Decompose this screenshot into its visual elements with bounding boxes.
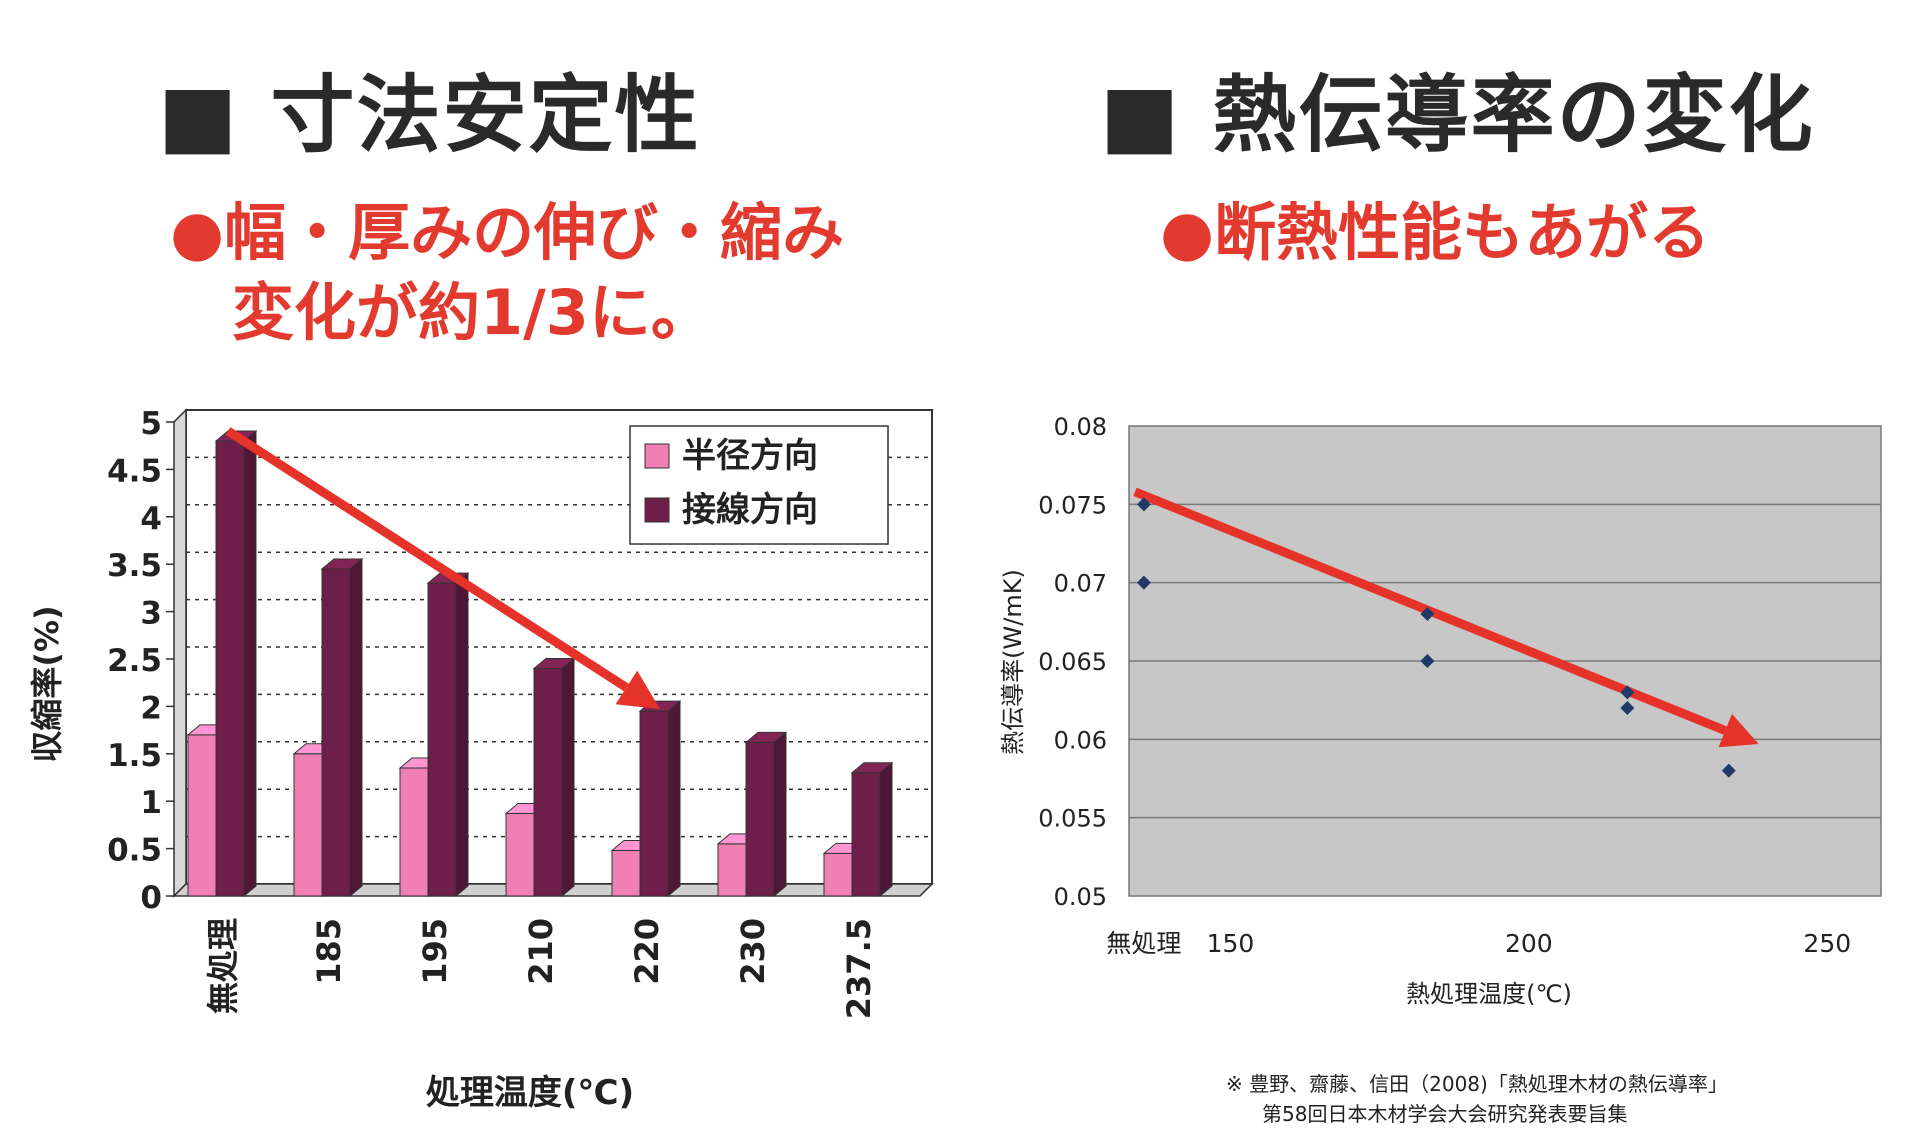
bar-side: [455, 572, 469, 898]
y-tick-label: 1: [140, 785, 162, 821]
bar-side: [561, 657, 575, 898]
x-tick-label: 185: [310, 918, 348, 985]
bar-front: [427, 582, 457, 897]
bar-front: [717, 843, 747, 897]
bar-front: [215, 440, 245, 897]
scatter-points: [1136, 497, 1736, 778]
x-tick-label: 250: [1803, 929, 1851, 958]
bar-side: [243, 429, 257, 898]
y-tick-label: 0: [140, 880, 162, 916]
y-tick-label: 3: [140, 596, 162, 632]
y-tick-label: 3.5: [107, 548, 162, 584]
dimensional-stability-heading: ■ 寸法安定性: [158, 66, 701, 164]
bar-front: [293, 753, 323, 897]
bar-side: [667, 700, 681, 898]
x-tick-label: 220: [628, 918, 666, 985]
bar-y-axis: 0 0.5 1 1.5 2 2.5 3 3.5 4 4.5 5: [107, 406, 174, 916]
shrinkage-bar-chart: 0 0.5 1 1.5 2 2.5 3 3.5 4 4.5 5 無処理 185 195 210 220 230…: [28, 406, 934, 1113]
bar-trend-arrow: [225, 427, 660, 710]
data-point: [1620, 685, 1635, 700]
bar-trend-arrow-head: [615, 670, 660, 710]
bar-front: [187, 734, 217, 897]
bar-x-axis: 無処理 185 195 210 220 230 237.5: [204, 918, 878, 1019]
x-tick-label: 200: [1505, 929, 1553, 958]
y-tick-label: 1.5: [107, 738, 162, 774]
bar-side: [349, 557, 363, 898]
citation-line2: 第58回日本木材学会大会研究発表要旨集: [1262, 1102, 1628, 1126]
y-tick-label: 4: [140, 501, 162, 537]
bar: [320, 557, 364, 898]
bar-top: [744, 731, 788, 743]
data-point: [1620, 701, 1635, 715]
dimensional-stability-subheading-line1: ●幅・厚みの伸び・縮み: [170, 196, 845, 269]
bar-front: [611, 849, 641, 897]
scatter-x-axis: 無処理 150 200 250: [1106, 929, 1851, 958]
x-tick-label: 210: [522, 918, 560, 985]
bar-top: [850, 762, 894, 774]
bar-side: [879, 761, 893, 898]
bar-front: [745, 741, 775, 897]
thermal-conductivity-scatter-chart: 0.05 0.055 0.06 0.065 0.07 0.075 0.08 無処理 150 20…: [999, 413, 1882, 1008]
y-tick-label: 0.05: [1054, 883, 1107, 911]
data-point: [1136, 497, 1151, 512]
scatter-trend-arrow-head: [1718, 713, 1759, 748]
bar-trend-arrow-shaft: [225, 427, 629, 692]
bar: [214, 429, 258, 898]
bar-front: [639, 710, 669, 897]
x-tick-label: 無処理: [1106, 929, 1181, 958]
y-tick-label: 0.075: [1038, 491, 1107, 519]
scatter-gridlines: [1129, 503, 1881, 819]
bar-front: [823, 852, 853, 897]
bar: [638, 700, 682, 898]
thermal-conductivity-subheading: ●断熱性能もあがる: [1160, 196, 1711, 269]
legend-label-radial: 半径方向: [682, 436, 818, 476]
thermal-conductivity-heading: ■ 熱伝導率の変化: [1100, 66, 1815, 164]
data-point: [1420, 607, 1435, 621]
x-tick-label: 150: [1207, 929, 1255, 958]
y-tick-label: 5: [140, 406, 162, 442]
bar-front: [505, 813, 535, 897]
bar-front: [533, 667, 563, 897]
plot-left-wall: [173, 408, 187, 898]
bar-series: [186, 429, 894, 898]
y-tick-label: 0.06: [1054, 726, 1107, 754]
bar-x-axis-title: 処理温度(℃): [426, 1073, 634, 1113]
scatter-y-axis-title: 熱伝導率(W/mK): [999, 569, 1027, 755]
bar-front: [321, 568, 351, 897]
bar-front: [399, 767, 429, 897]
citation-line1: ※ 豊野、齋藤、信田（2008)「熱処理木材の熱伝導率」: [1226, 1072, 1728, 1096]
y-tick-label: 0.055: [1038, 805, 1107, 833]
bar: [532, 657, 576, 898]
legend-label-tangential: 接線方向: [682, 490, 818, 530]
y-tick-label: 2: [140, 690, 162, 726]
bar: [850, 761, 894, 898]
legend-swatch-tangential: [644, 497, 670, 523]
y-tick-label: 0.5: [107, 833, 162, 869]
bar-side: [773, 731, 787, 898]
bar-top: [320, 558, 364, 570]
bar: [426, 572, 470, 898]
y-tick-label: 4.5: [107, 453, 162, 489]
bar-front: [851, 772, 881, 897]
x-tick-label: 195: [416, 918, 454, 985]
y-tick-label: 0.08: [1054, 413, 1107, 441]
scatter-x-axis-title: 熱処理温度(℃): [1406, 980, 1572, 1008]
y-tick-label: 0.07: [1054, 570, 1107, 598]
bar-legend: 半径方向 接線方向: [629, 425, 889, 545]
y-tick-label: 2.5: [107, 643, 162, 679]
bar: [744, 731, 788, 898]
data-point: [1721, 763, 1736, 778]
legend-box: [629, 425, 889, 545]
x-tick-label: 237.5: [840, 918, 878, 1019]
data-point: [1420, 654, 1435, 668]
x-tick-label: 無処理: [204, 918, 242, 1014]
bar-y-axis-title: 収縮率(%): [28, 605, 66, 762]
legend-swatch-radial: [644, 443, 670, 469]
x-tick-label: 230: [734, 918, 772, 985]
y-tick-label: 0.065: [1038, 648, 1107, 676]
data-point: [1136, 575, 1151, 590]
dimensional-stability-subheading-line2: 変化が約1/3に。: [232, 276, 713, 349]
scatter-y-axis: 0.05 0.055 0.06 0.065 0.07 0.075 0.08: [1038, 413, 1107, 911]
